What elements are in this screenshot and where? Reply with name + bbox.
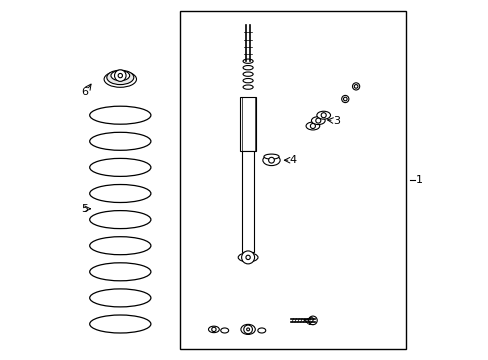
Ellipse shape xyxy=(243,78,253,83)
Text: 2: 2 xyxy=(307,317,314,327)
Circle shape xyxy=(310,123,315,129)
Circle shape xyxy=(241,251,254,264)
Circle shape xyxy=(354,85,357,88)
Ellipse shape xyxy=(243,85,253,89)
Bar xyxy=(179,11,406,349)
Ellipse shape xyxy=(316,111,330,119)
Bar xyxy=(242,151,254,252)
Ellipse shape xyxy=(208,326,219,333)
Ellipse shape xyxy=(89,106,151,124)
Ellipse shape xyxy=(89,237,151,255)
Text: 3: 3 xyxy=(332,116,339,126)
Circle shape xyxy=(341,95,348,103)
Ellipse shape xyxy=(264,154,279,159)
Text: 4: 4 xyxy=(289,155,296,165)
Ellipse shape xyxy=(243,72,253,76)
Ellipse shape xyxy=(89,289,151,307)
Ellipse shape xyxy=(89,132,151,150)
Circle shape xyxy=(268,157,274,163)
Circle shape xyxy=(352,83,359,90)
Bar xyxy=(240,97,256,151)
Ellipse shape xyxy=(311,117,325,125)
Ellipse shape xyxy=(89,315,151,333)
Text: 1: 1 xyxy=(415,175,422,185)
Circle shape xyxy=(244,325,252,334)
Ellipse shape xyxy=(263,155,280,166)
Ellipse shape xyxy=(111,71,129,81)
Ellipse shape xyxy=(89,158,151,176)
Ellipse shape xyxy=(305,122,319,130)
Ellipse shape xyxy=(243,66,253,70)
Circle shape xyxy=(245,255,250,260)
Ellipse shape xyxy=(238,253,258,262)
Ellipse shape xyxy=(104,71,136,87)
Circle shape xyxy=(321,113,325,118)
Circle shape xyxy=(211,327,216,332)
Circle shape xyxy=(118,73,122,78)
Circle shape xyxy=(308,316,317,325)
Ellipse shape xyxy=(243,59,253,63)
Text: 5: 5 xyxy=(81,204,88,214)
Ellipse shape xyxy=(106,70,134,85)
Text: 6: 6 xyxy=(81,87,88,97)
Ellipse shape xyxy=(89,185,151,202)
Ellipse shape xyxy=(257,328,265,333)
Ellipse shape xyxy=(220,328,228,333)
Circle shape xyxy=(315,118,320,123)
Ellipse shape xyxy=(241,324,255,334)
Circle shape xyxy=(246,328,249,331)
Ellipse shape xyxy=(89,263,151,281)
Ellipse shape xyxy=(89,211,151,229)
Circle shape xyxy=(114,70,126,81)
Circle shape xyxy=(343,97,346,101)
